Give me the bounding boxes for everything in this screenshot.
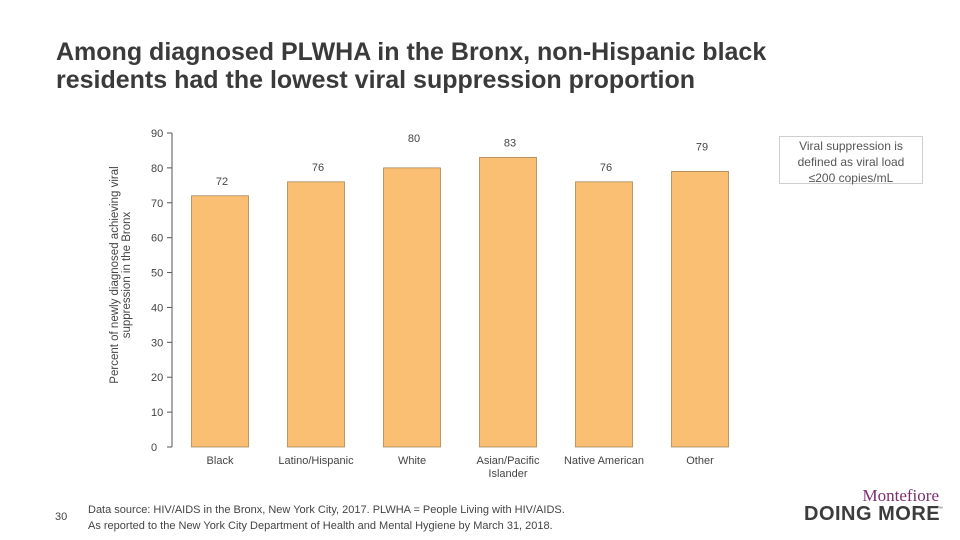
x-tick-label: Asian/Pacific xyxy=(477,455,540,467)
page-number: 30 xyxy=(55,511,68,523)
bar xyxy=(671,171,729,448)
x-tick-label: Black xyxy=(207,455,234,467)
y-tick-label: 50 xyxy=(151,268,163,280)
source-line-1: Data source: HIV/AIDS in the Bronx, New … xyxy=(88,504,565,516)
x-tick-label: Native American xyxy=(564,455,644,467)
source-line-2: As reported to the New York City Departm… xyxy=(88,520,553,532)
definition-note: Viral suppression is defined as viral lo… xyxy=(779,136,923,185)
data-source-note: Data source: HIV/AIDS in the Bronx, New … xyxy=(88,502,565,534)
x-tick-label: White xyxy=(398,455,426,467)
data-label: 76 xyxy=(600,162,612,174)
data-label: 79 xyxy=(696,141,708,153)
y-tick-label: 80 xyxy=(151,163,163,175)
data-label: 83 xyxy=(504,137,516,149)
y-tick-label: 40 xyxy=(151,302,163,314)
logo-tagline: DOING MORE xyxy=(804,503,941,525)
y-tick-label: 60 xyxy=(151,233,163,245)
y-tick-label: 0 xyxy=(151,442,157,454)
logo-wordmark: Montefiore xyxy=(862,486,939,505)
note-line-3: ≤200 copies/mL xyxy=(808,171,894,185)
logo-trademark: ™ xyxy=(938,506,943,512)
x-tick-label: Islander xyxy=(488,468,527,480)
y-tick-label: 90 xyxy=(151,128,163,140)
x-tick-label: Latino/Hispanic xyxy=(278,455,354,467)
y-tick-label: 70 xyxy=(151,198,163,210)
note-line-2: defined as viral load xyxy=(797,155,905,169)
y-tick-label: 20 xyxy=(151,372,163,384)
title-line-1: Among diagnosed PLWHA in the Bronx, non-… xyxy=(56,38,767,66)
montefiore-logo: Montefiore DOING MORE ™ xyxy=(800,486,945,526)
data-label: 76 xyxy=(312,162,324,174)
bar xyxy=(575,181,633,448)
bar xyxy=(383,167,441,448)
x-tick-label: Other xyxy=(686,455,714,467)
y-tick-label: 10 xyxy=(151,407,163,419)
data-label: 80 xyxy=(408,133,420,145)
title-line-2: residents had the lowest viral suppressi… xyxy=(56,66,696,94)
bar xyxy=(287,181,345,448)
note-line-1: Viral suppression is xyxy=(799,139,903,153)
data-label: 72 xyxy=(216,176,228,188)
bar xyxy=(479,157,537,448)
bar xyxy=(191,195,249,448)
y-tick-label: 30 xyxy=(151,337,163,349)
slide-title: Among diagnosed PLWHA in the Bronx, non-… xyxy=(56,38,916,94)
